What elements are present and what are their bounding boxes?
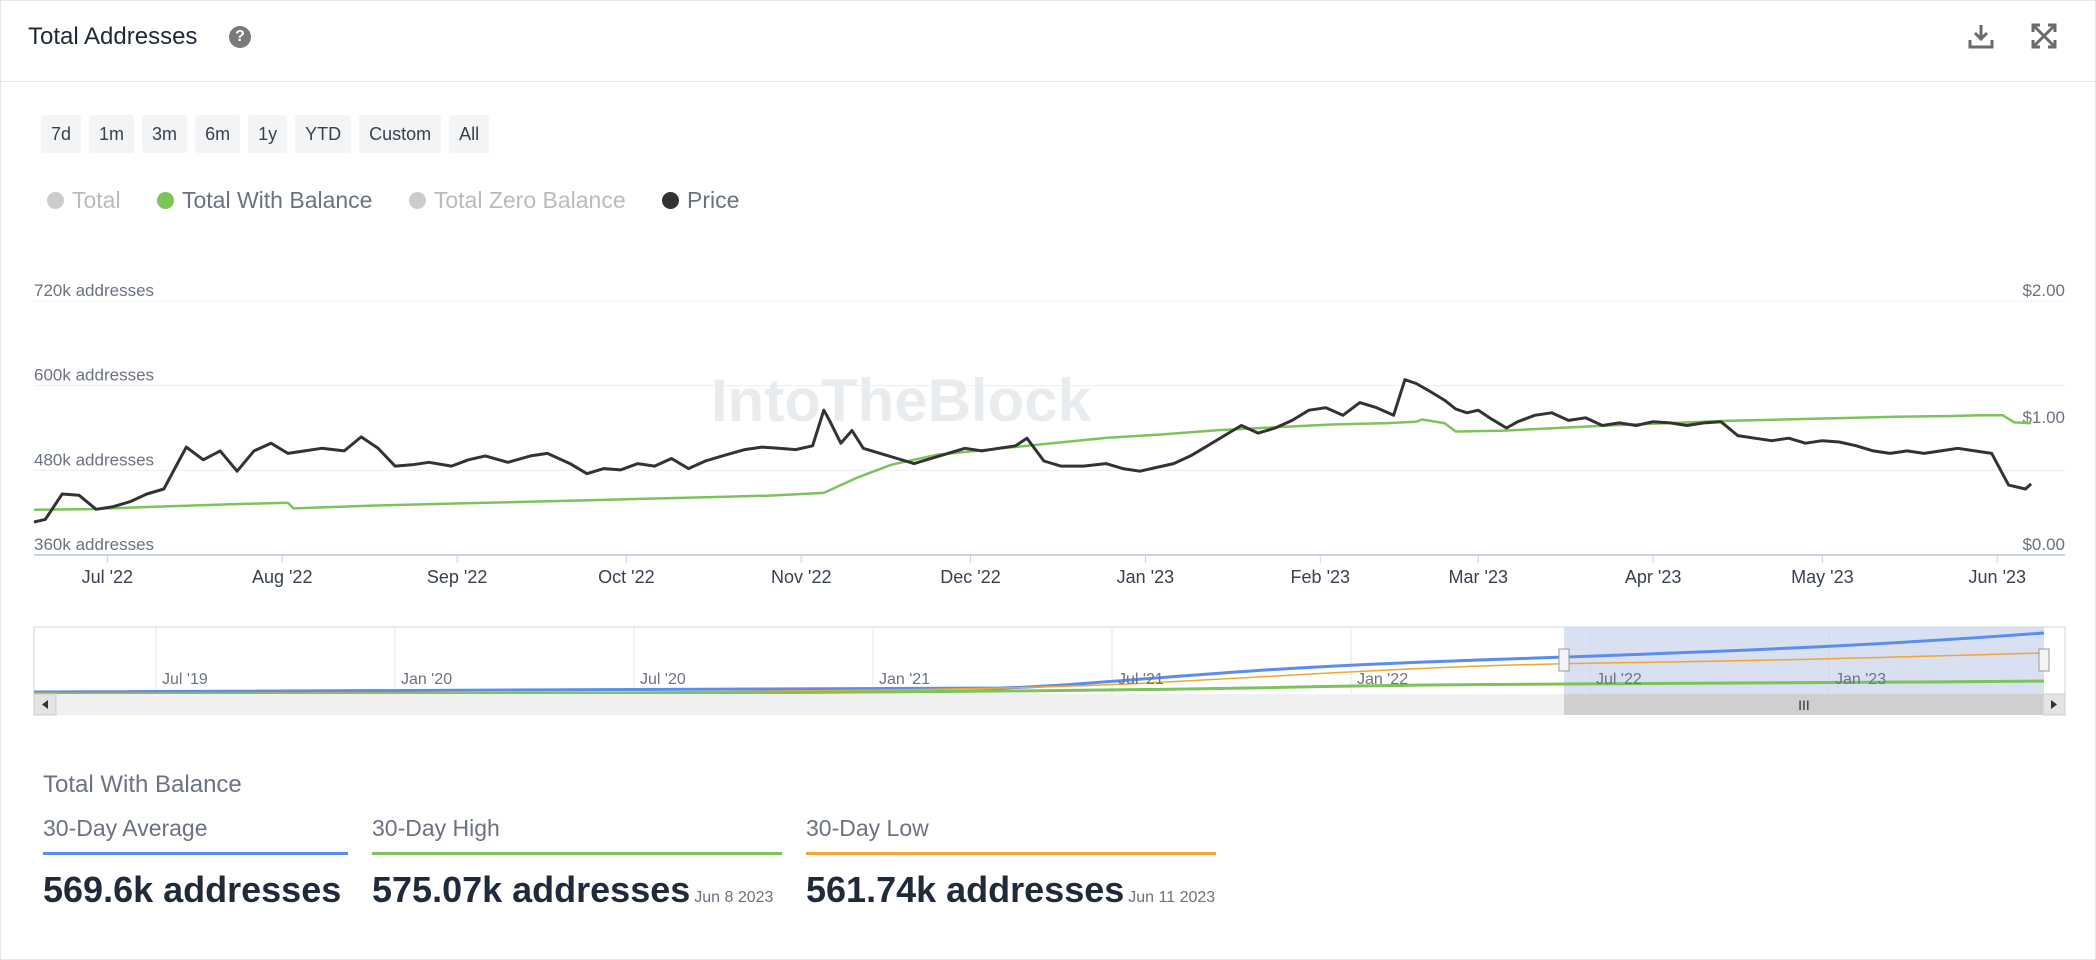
legend-label: Total Zero Balance xyxy=(433,187,626,213)
legend-dot-icon xyxy=(408,192,426,209)
stat-label: 30-Day Average xyxy=(43,815,208,841)
legend-label: Price xyxy=(687,187,740,213)
range-button-all[interactable]: All xyxy=(449,115,490,153)
watermark: IntoTheBlock xyxy=(711,367,1092,434)
range-button-7d[interactable]: 7d xyxy=(41,115,82,153)
y-right-tick-label: $1.00 xyxy=(2022,408,2065,427)
x-tick-label: Sep '22 xyxy=(427,567,488,587)
range-selector: 7d 1m 3m 6m 1y YTD Custom All xyxy=(41,115,497,153)
y-tick-label: 720k addresses xyxy=(34,281,154,300)
navigator-right-handle[interactable] xyxy=(2038,648,2050,672)
stat-underline xyxy=(43,852,348,855)
navigator-label: Jul '21 xyxy=(1118,671,1164,688)
range-button-custom[interactable]: Custom xyxy=(359,115,442,153)
legend-label: Total xyxy=(72,187,121,213)
x-tick-label: Feb '23 xyxy=(1291,567,1350,587)
legend-item-total-zero-balance[interactable]: Total Zero Balance xyxy=(408,187,626,214)
series-lines xyxy=(33,378,2033,524)
stat-value: 575.07k addresses Jun 8 2023 xyxy=(372,869,782,911)
page-title: Total Addresses xyxy=(28,23,198,50)
x-tick-label: Aug '22 xyxy=(252,567,313,587)
stat-high: 30-Day High 575.07k addresses Jun 8 2023 xyxy=(372,815,782,911)
arrow-right-icon xyxy=(2051,700,2057,709)
legend-label: Total With Balance xyxy=(181,187,373,213)
grid xyxy=(34,300,2065,563)
legend-item-price[interactable]: Price xyxy=(662,187,739,214)
navigator-labels: Jul '19 Jan '20 Jul '20 Jan '21 Jul '21 Jan '… xyxy=(162,671,1886,688)
stat-average: 30-Day Average 569.6k addresses xyxy=(43,815,348,911)
card-header: Total Addresses ? xyxy=(1,1,2095,82)
stat-value: 569.6k addresses xyxy=(43,869,348,911)
navigator-label: Jul '20 xyxy=(640,671,686,688)
legend-item-total-with-balance[interactable]: Total With Balance xyxy=(156,187,373,214)
y-tick-label: 360k addresses xyxy=(34,535,154,554)
navigator-label: Jul '19 xyxy=(162,671,208,688)
scrollbar-track[interactable] xyxy=(34,694,2065,715)
chart-legend: Total Total With Balance Total Zero Bala… xyxy=(47,187,769,214)
navigator[interactable]: Jul '19 Jan '20 Jul '20 Jan '21 Jul '21 Jan '… xyxy=(1,621,2095,721)
stat-date: Jun 11 2023 xyxy=(1128,889,1216,906)
y-tick-label: 600k addresses xyxy=(34,366,154,385)
stat-underline xyxy=(372,852,782,855)
x-tick-label: Mar '23 xyxy=(1449,567,1508,587)
stat-value-text: 569.6k addresses xyxy=(43,869,342,910)
navigator-label: Jan '22 xyxy=(1357,671,1408,688)
x-tick-label: Dec '22 xyxy=(940,567,1000,587)
navigator-label: Jul '22 xyxy=(1596,671,1642,688)
fullscreen-icon[interactable] xyxy=(2029,21,2059,51)
x-tick-label: Jul '22 xyxy=(82,567,133,587)
stat-value-text: 561.74k addresses xyxy=(806,869,1125,910)
legend-dot-icon xyxy=(662,192,680,209)
scrollbar-grip: III xyxy=(1798,697,1810,713)
y-right-tick-label: $0.00 xyxy=(2022,535,2065,554)
legend-dot-icon xyxy=(156,192,174,209)
stats-title: Total With Balance xyxy=(43,771,242,798)
download-icon[interactable] xyxy=(1966,21,1996,51)
y-tick-label: 480k addresses xyxy=(34,450,154,469)
navigator-label: Jan '20 xyxy=(401,671,452,688)
x-tick-label: Oct '22 xyxy=(598,567,654,587)
x-tick-label: Jun '23 xyxy=(1969,567,2026,587)
navigator-balance-line xyxy=(33,679,2045,696)
range-button-6m[interactable]: 6m xyxy=(195,115,241,153)
question-circle-icon[interactable]: ? xyxy=(229,26,251,48)
range-button-1y[interactable]: 1y xyxy=(248,115,288,153)
x-tick-label: May '23 xyxy=(1791,567,1853,587)
stat-label: 30-Day Low xyxy=(806,815,929,841)
y-axis-labels: 720k addresses 600k addresses 480k address… xyxy=(34,281,2065,554)
stat-value: 561.74k addresses Jun 11 2023 xyxy=(806,869,1216,911)
x-tick-label: Apr '23 xyxy=(1625,567,1681,587)
x-tick-label: Jan '23 xyxy=(1117,567,1174,587)
navigator-label: Jan '23 xyxy=(1835,671,1886,688)
stat-low: 30-Day Low 561.74k addresses Jun 11 2023 xyxy=(806,815,1216,911)
legend-dot-icon xyxy=(47,192,64,209)
stat-value-text: 575.07k addresses xyxy=(372,869,691,910)
stat-date: Jun 8 2023 xyxy=(694,889,774,906)
navigator-left-handle[interactable] xyxy=(1558,648,1570,672)
main-chart[interactable]: IntoTheBlock 720k addresses 600k addresse… xyxy=(1,271,2095,731)
series-line-price[interactable] xyxy=(33,378,2033,524)
stat-underline xyxy=(806,852,1216,855)
range-button-1m[interactable]: 1m xyxy=(89,115,135,153)
scrollbar-thumb[interactable] xyxy=(1564,694,2044,715)
arrow-left-icon xyxy=(42,700,48,709)
stat-label: 30-Day High xyxy=(372,815,500,841)
range-button-3m[interactable]: 3m xyxy=(142,115,188,153)
range-button-ytd[interactable]: YTD xyxy=(295,115,352,153)
legend-item-total[interactable]: Total xyxy=(47,187,121,214)
stats-section: Total With Balance 30-Day Average 569.6k… xyxy=(43,771,1216,910)
x-tick-label: Nov '22 xyxy=(771,567,831,587)
y-right-tick-label: $2.00 xyxy=(2022,281,2065,300)
navigator-label: Jan '21 xyxy=(879,671,930,688)
x-axis-labels: Jul '22 Aug '22 Sep '22 Oct '22 Nov '22 Dec '… xyxy=(82,567,2026,587)
